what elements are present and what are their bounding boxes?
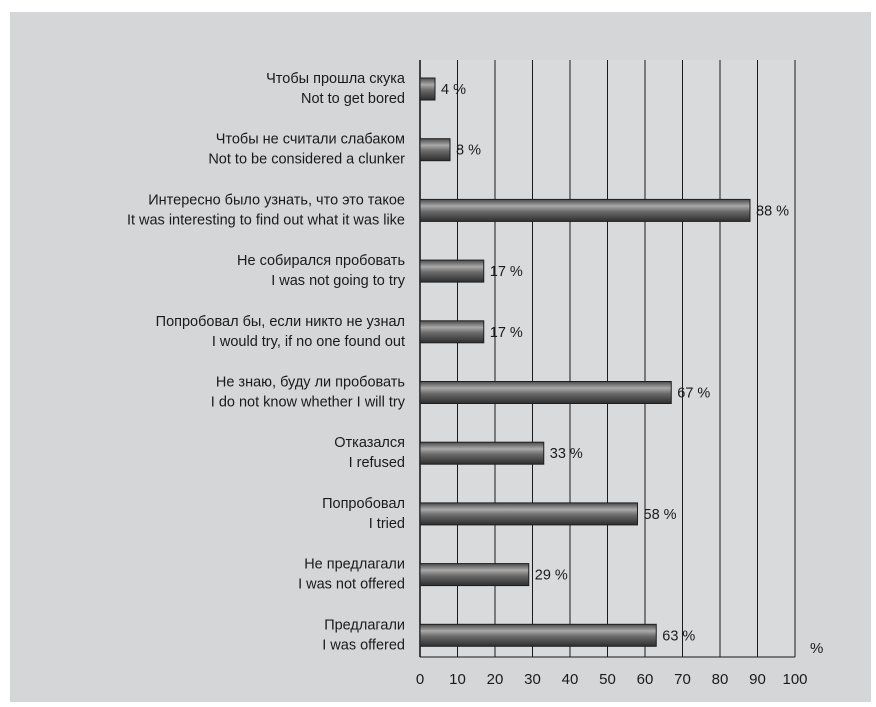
category-label-ru: Интересно было узнать, что это такое xyxy=(148,192,405,208)
chart-panel: 4 % 8 % 88 % 17 % 17 % 67 % 33 % 58 % 29 % 63 % Ч… xyxy=(10,12,871,702)
x-tick-label: 100 xyxy=(782,671,807,688)
category-label-ru: Чтобы прошла скука xyxy=(266,71,406,87)
bar-value-label: 63 % xyxy=(662,628,695,644)
category-label-en: I was offered xyxy=(322,637,405,653)
x-tick-label: 40 xyxy=(562,671,579,688)
bar-chart: 4 % 8 % 88 % 17 % 17 % 67 % 33 % 58 % 29 % 63 % Ч… xyxy=(127,60,823,688)
x-tick-label: 90 xyxy=(749,671,766,688)
bar-value-label: 8 % xyxy=(456,143,481,159)
category-label: Не знаю, буду ли пробовать I do not know … xyxy=(211,375,406,411)
bar xyxy=(419,381,672,404)
bar xyxy=(419,138,451,162)
category-label: Предлагали I was offered xyxy=(322,617,405,653)
category-label: Не предлагали I was not offered xyxy=(298,557,405,593)
category-label-en: Not to be considered a clunker xyxy=(208,152,405,168)
bars xyxy=(419,77,751,647)
x-tick-label: 60 xyxy=(637,671,654,688)
x-tick-label: 50 xyxy=(599,671,616,688)
bar xyxy=(419,320,485,344)
x-tick-label: 20 xyxy=(487,671,504,688)
x-axis-unit-label: % xyxy=(810,640,823,657)
category-label-en: I was not offered xyxy=(298,577,405,593)
category-label-en: I would try, if no one found out xyxy=(212,334,405,350)
category-label: Чтобы прошла скука Not to get bored xyxy=(266,71,406,107)
x-tick-label: 0 xyxy=(416,671,424,688)
grid-lines xyxy=(419,60,796,658)
x-tick-label: 30 xyxy=(524,671,541,688)
x-tick-label: 80 xyxy=(712,671,729,688)
x-tick-label: 70 xyxy=(674,671,691,688)
x-axis-ticks: 0 10 20 30 40 50 60 70 80 90 100 xyxy=(416,671,808,688)
category-label: Отказался I refused xyxy=(334,435,405,471)
bar-value-label: 58 % xyxy=(644,507,677,523)
category-label-ru: Предлагали xyxy=(324,617,405,633)
category-label-en: I refused xyxy=(349,455,405,471)
x-tick-label: 10 xyxy=(449,671,466,688)
bar xyxy=(419,77,436,101)
bar xyxy=(419,441,545,465)
category-label: Не собирался пробовать I was not going to… xyxy=(237,253,406,289)
category-label: Чтобы не считали слабаком Not to be consi… xyxy=(208,132,405,168)
category-label-en: I tried xyxy=(369,516,405,532)
category-label-en: I do not know whether I will try xyxy=(211,395,406,411)
bar xyxy=(419,259,485,283)
category-label: Интересно было узнать, что это такое It w… xyxy=(127,192,405,228)
category-label: Попробовал бы, если никто не узнал I woul… xyxy=(156,314,405,350)
bar xyxy=(419,502,638,526)
category-label: Попробовал I tried xyxy=(322,496,405,532)
bar-value-label: 17 % xyxy=(490,264,523,280)
bar-value-label: 67 % xyxy=(677,386,710,402)
bar-value-label: 4 % xyxy=(441,82,466,98)
category-label-ru: Не предлагали xyxy=(304,557,405,573)
bar-value-label: 17 % xyxy=(490,325,523,341)
bar-value-label: 88 % xyxy=(756,203,789,219)
bar-value-label: 33 % xyxy=(550,446,583,462)
category-label-ru: Попробовал xyxy=(322,496,405,512)
value-labels: 4 % 8 % 88 % 17 % 17 % 67 % 33 % 58 % 29 % 63 % xyxy=(441,82,789,644)
bar-value-label: 29 % xyxy=(535,568,568,584)
bar xyxy=(419,563,530,587)
category-label-ru: Не собирался пробовать xyxy=(237,253,405,269)
bar xyxy=(419,198,751,222)
category-label-ru: Попробовал бы, если никто не узнал xyxy=(156,314,405,330)
category-label-en: Not to get bored xyxy=(301,91,405,107)
category-label-en: I was not going to try xyxy=(271,273,406,289)
bar xyxy=(419,623,657,647)
category-label-ru: Отказался xyxy=(334,435,405,451)
category-label-ru: Чтобы не считали слабаком xyxy=(216,132,405,148)
category-label-en: It was interesting to find out what it w… xyxy=(127,212,405,228)
category-label-ru: Не знаю, буду ли пробовать xyxy=(216,375,405,391)
